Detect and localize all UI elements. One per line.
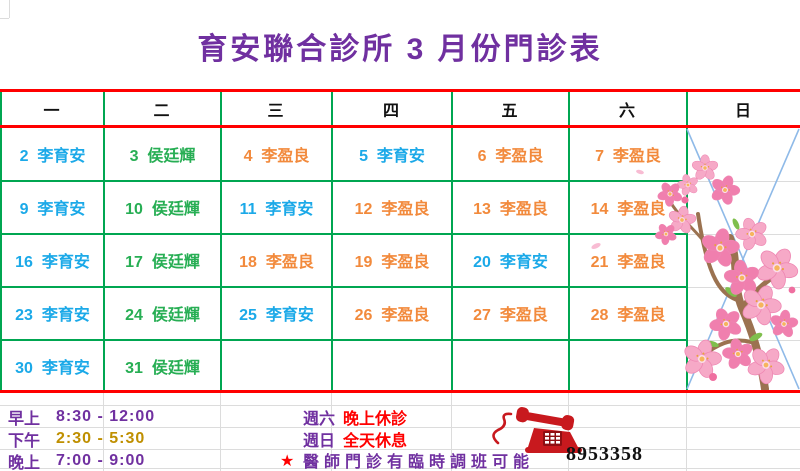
phone-number: 8953358 (566, 443, 643, 465)
table-left-rule (0, 89, 2, 393)
calendar-cell-day-12: 12 李盈良 (354, 201, 430, 218)
weekday-header-4: 四 (382, 102, 399, 120)
calendar-cell-day-11: 11 李育安 (239, 201, 314, 218)
weekday-header-6: 六 (618, 102, 635, 120)
column-rule (686, 89, 688, 393)
note-day-label: 週日 (303, 433, 336, 450)
note-text: 全天休息 (343, 433, 408, 450)
session-afternoon: 下午 2:30 - 5:30 (8, 428, 145, 450)
calendar-cell-day-26: 26 李盈良 (354, 307, 430, 324)
weekday-header-7: 日 (734, 102, 751, 120)
calendar-cell-day-23: 23 李育安 (15, 307, 90, 324)
gridline (220, 393, 221, 471)
column-rule (220, 89, 222, 393)
column-rule (568, 89, 570, 393)
calendar-cell-day-21: 21 李盈良 (590, 254, 666, 271)
note-text: 晚上休診 (343, 411, 408, 428)
calendar-cell-day-20: 20 李育安 (473, 254, 548, 271)
gridline (9, 0, 10, 18)
session-time: 2:30 - 5:30 (56, 430, 146, 447)
table-bottom-rule (0, 390, 800, 393)
calendar-cell-day-2: 2 李育安 (19, 148, 86, 165)
row-rule (0, 286, 687, 288)
session-time: 7:00 - 9:00 (56, 452, 146, 469)
calendar-cell-day-9: 9 李育安 (19, 201, 86, 218)
telephone-icon (492, 407, 582, 453)
session-label: 晚上 (8, 455, 41, 471)
weekday-header-2: 二 (153, 102, 170, 120)
note-saturday: 週六 晚上休診 (303, 406, 407, 428)
calendar-cell-day-18: 18 李盈良 (239, 254, 314, 271)
gridline (687, 181, 800, 182)
calendar-cell-day-19: 19 李盈良 (354, 254, 430, 271)
column-rule (103, 89, 105, 393)
column-rule (331, 89, 333, 393)
session-time: 8:30 - 12:00 (56, 408, 156, 425)
calendar-cell-empty (453, 340, 568, 392)
calendar-cell-day-30: 30 李育安 (15, 360, 90, 377)
cherry-blossom-decoration (591, 128, 800, 390)
row-rule (0, 180, 687, 182)
calendar-cell-day-3: 3 侯廷輝 (129, 148, 196, 165)
calendar-cell-day-31: 31 侯廷輝 (125, 360, 200, 377)
weekday-header-1: 一 (43, 102, 60, 120)
page-title: 育安聯合診所 3 月份門診表 (197, 33, 603, 66)
note-sunday: 週日 全天休息 (303, 428, 407, 450)
row-rule (0, 339, 687, 341)
calendar-cell-day-6: 6 李盈良 (477, 148, 544, 165)
row-rule (0, 233, 687, 235)
session-morning: 早上 8:30 - 12:00 (8, 406, 155, 428)
calendar-cell-day-17: 17 侯廷輝 (125, 254, 200, 271)
gridline (0, 468, 800, 469)
gridline (0, 405, 800, 406)
calendar-cell-day-27: 27 李盈良 (473, 307, 548, 324)
weekday-header-3: 三 (267, 102, 284, 120)
calendar-cell-day-10: 10 侯廷輝 (125, 201, 200, 218)
calendar-cell-day-14: 14 李盈良 (590, 201, 666, 218)
calendar-cell-day-24: 24 侯廷輝 (125, 307, 200, 324)
gridline (103, 393, 104, 471)
weekday-header-5: 五 (501, 102, 518, 120)
table-top-rule (0, 89, 800, 92)
note-day-label: 週六 (303, 411, 336, 428)
calendar-cell-empty (333, 340, 451, 392)
gridline (0, 18, 9, 19)
gridline (686, 393, 687, 471)
session-label: 下午 (8, 433, 41, 450)
session-evening: 晚上 7:00 - 9:00 (8, 450, 145, 471)
calendar-cell-day-7: 7 李盈良 (595, 148, 661, 165)
session-label: 早上 (8, 411, 41, 428)
calendar-cell-day-4: 4 李盈良 (243, 148, 310, 165)
calendar-cell-empty (222, 340, 331, 392)
gridline (451, 393, 452, 471)
header-bottom-rule (0, 125, 800, 128)
gridline (0, 427, 800, 428)
calendar-cell-day-5: 5 李育安 (359, 148, 425, 165)
calendar-cell-day-16: 16 李育安 (15, 254, 90, 271)
column-rule (451, 89, 453, 393)
calendar-cell-day-28: 28 李盈良 (590, 307, 666, 324)
gridline (331, 393, 332, 471)
star-icon: ★ (280, 453, 295, 470)
calendar-cell-day-25: 25 李育安 (239, 307, 314, 324)
calendar-cell-day-13: 13 李盈良 (473, 201, 548, 218)
gridline (0, 449, 800, 450)
remark-text: 醫師門診有臨時調班可能 (303, 454, 535, 471)
